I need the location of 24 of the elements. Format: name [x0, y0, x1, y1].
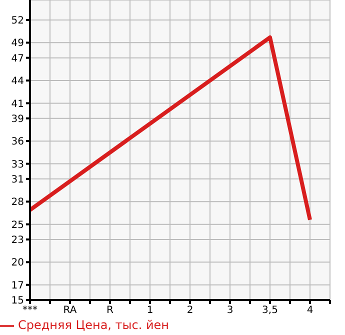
x-tick-label: 4 — [306, 305, 314, 316]
y-tick-label: 23 — [11, 235, 24, 246]
x-tick-label: RA — [63, 305, 77, 316]
x-tick-label: *** — [22, 305, 38, 316]
y-tick-label: 17 — [11, 280, 24, 292]
y-tick-label: 47 — [11, 53, 24, 64]
y-tick-label: 52 — [11, 16, 24, 27]
y-tick-label: 41 — [11, 98, 24, 110]
y-tick-label: 20 — [11, 258, 24, 269]
x-tick-label: R — [106, 305, 114, 316]
y-tick-label: 15 — [11, 296, 24, 307]
y-tick-label: 36 — [11, 136, 24, 148]
y-tick-label: 44 — [11, 76, 24, 88]
y-tick-label: 28 — [11, 197, 24, 208]
y-tick-label: 39 — [11, 114, 24, 125]
y-tick-label: 25 — [11, 220, 24, 231]
x-tick-label: 1 — [146, 305, 154, 316]
y-tick-label: 49 — [11, 38, 24, 50]
x-tick-label: 3,5 — [262, 305, 278, 316]
x-tick-label: 2 — [186, 305, 194, 316]
y-tick-label: 33 — [11, 159, 24, 170]
y-tick-label: 31 — [11, 174, 24, 186]
legend-label: Средняя Цена, тыс. йен — [18, 318, 170, 332]
x-tick-label: 3 — [226, 305, 234, 316]
